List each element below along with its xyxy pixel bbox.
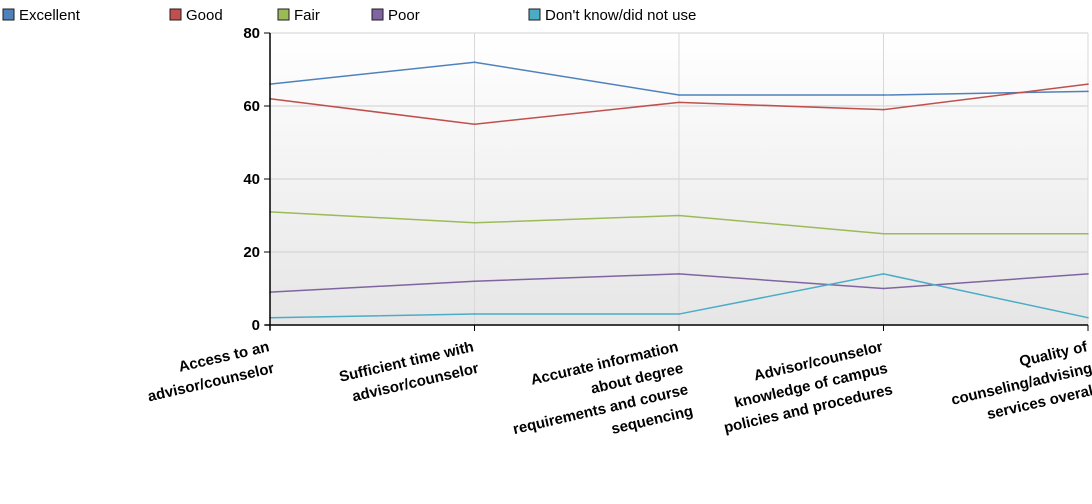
data-point xyxy=(678,273,680,275)
x-tick-label: Sufficient time withadvisor/counselor xyxy=(338,338,481,407)
data-point xyxy=(473,61,476,63)
legend-swatch xyxy=(277,8,290,21)
y-tick-label: 20 xyxy=(243,244,260,261)
y-tick-label: 0 xyxy=(252,317,260,334)
legend-swatch xyxy=(528,8,541,21)
x-tick-label: Accurate informationabout degreerequirem… xyxy=(501,338,694,459)
data-point xyxy=(882,232,885,235)
x-tick-label: Access to anadvisor/counselor xyxy=(141,338,276,405)
data-point xyxy=(678,313,680,315)
legend-swatch xyxy=(2,8,15,21)
data-point xyxy=(473,313,476,315)
data-point xyxy=(1087,316,1089,319)
y-tick-label: 40 xyxy=(243,171,260,188)
legend-swatch xyxy=(169,8,182,21)
data-point xyxy=(678,101,680,104)
data-point xyxy=(473,222,476,224)
legend-label: Excellent xyxy=(19,7,81,24)
x-tick-label: Advisor/counselorknowledge of campuspoli… xyxy=(712,338,894,436)
data-point xyxy=(882,94,885,96)
data-point xyxy=(882,287,885,290)
data-point xyxy=(678,94,680,96)
data-point xyxy=(1087,273,1089,275)
data-point xyxy=(882,273,885,275)
data-point xyxy=(678,214,680,217)
data-point xyxy=(473,123,476,126)
legend-label: Poor xyxy=(388,7,420,24)
legend-label: Don't know/did not use xyxy=(545,7,696,24)
x-tick-label: Quality ofcounseling/advisingservices ov… xyxy=(945,338,1092,430)
legend-label: Good xyxy=(186,7,223,24)
data-point xyxy=(1087,90,1089,93)
legend-label: Fair xyxy=(294,7,320,24)
data-point xyxy=(473,280,476,283)
data-point xyxy=(1087,232,1089,235)
y-tick-label: 60 xyxy=(243,98,260,115)
legend-swatch xyxy=(371,8,384,21)
y-tick-label: 80 xyxy=(243,25,260,42)
data-point xyxy=(1087,83,1089,85)
data-point xyxy=(882,108,885,111)
